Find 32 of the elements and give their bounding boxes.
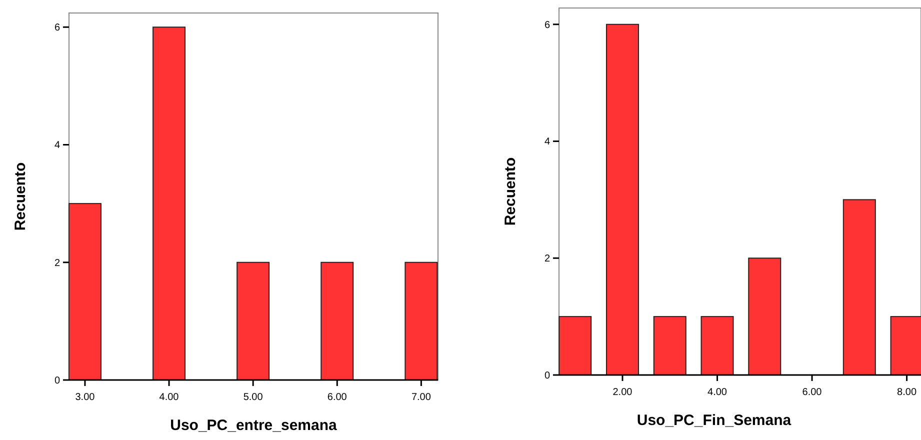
bar	[653, 316, 686, 376]
bar	[700, 316, 734, 376]
x-tick-label: 3.00	[75, 392, 96, 403]
x-tick-label: 7.00	[411, 392, 432, 403]
bar	[152, 26, 186, 380]
x-axis-title: Uso_PC_entre_semana	[170, 417, 338, 434]
y-tick-label: 2	[54, 258, 60, 269]
x-tick-label: 4.00	[708, 387, 728, 398]
y-tick-label: 6	[54, 22, 60, 34]
x-tick-label: 6.00	[327, 392, 348, 403]
bar	[606, 24, 639, 376]
bar	[68, 203, 102, 380]
x-tick-label: 4.00	[159, 392, 180, 403]
y-tick-label: 2	[544, 254, 550, 265]
y-tick-label: 6	[544, 20, 550, 31]
x-tick-label: 8.00	[897, 387, 917, 398]
y-axis-title: Recuento	[502, 157, 519, 226]
bar	[404, 262, 438, 380]
y-tick-label: 4	[54, 140, 60, 152]
y-tick-label: 4	[544, 136, 550, 148]
bar	[842, 199, 876, 376]
y-axis-title: Recuento	[12, 162, 29, 231]
bar	[558, 316, 592, 376]
y-tick-label: 0	[544, 370, 550, 382]
x-axis-title: Uso_PC_Fin_Semana	[636, 412, 792, 429]
bar	[320, 262, 354, 380]
x-tick-label: 2.00	[612, 387, 633, 398]
bar	[748, 258, 782, 376]
x-tick-label: 6.00	[802, 387, 822, 398]
x-tick-label: 5.00	[243, 392, 264, 403]
y-tick-label: 0	[54, 376, 60, 386]
bar	[236, 262, 270, 380]
